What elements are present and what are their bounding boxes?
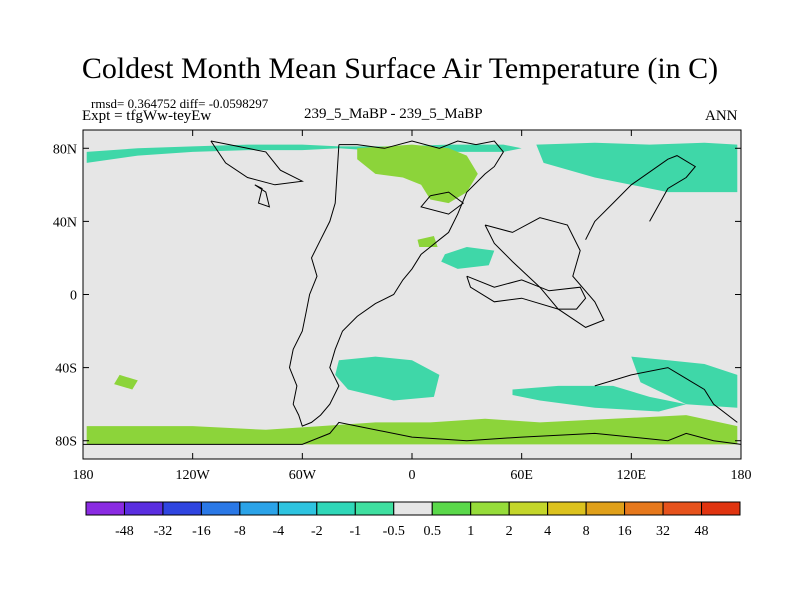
y-tick-label: 0 (70, 289, 77, 304)
colorbar-label: 32 (656, 524, 670, 539)
center-subtitle: 239_5_MaBP - 239_5_MaBP (304, 106, 483, 122)
colorbar-box (239, 501, 279, 516)
colorbar-box (354, 501, 395, 516)
x-tick-label: 180 (73, 468, 94, 483)
coastline-0 (288, 140, 505, 427)
x-tick-label: 60W (289, 468, 317, 483)
contour-region-3 (430, 162, 464, 182)
colorbar-box (585, 501, 626, 516)
colorbar-label: 0.5 (423, 524, 441, 539)
x-tick-label: 120W (176, 468, 211, 483)
y-tick-label: 40N (53, 215, 77, 230)
coastlines (83, 140, 741, 445)
colorbar-label: 48 (695, 524, 709, 539)
colorbar-label: -32 (154, 524, 173, 539)
colorbar-box (200, 501, 241, 516)
colorbar-box (547, 501, 587, 516)
colorbar-box (701, 501, 741, 516)
contour-regions (86, 142, 738, 445)
contour-region-5 (417, 236, 438, 247)
y-tick-label: 40S (55, 362, 77, 377)
coastline-4 (484, 217, 605, 328)
colorbar-label: -0.5 (383, 524, 405, 539)
contour-region-2 (357, 144, 478, 204)
colorbar-label: -1 (349, 524, 361, 539)
coastline-8 (83, 421, 741, 445)
contour-region-6 (335, 356, 440, 401)
experiment-label: Expt = tfgWw-teyEw (82, 108, 212, 124)
colorbar-box (624, 501, 664, 516)
coastline-5 (466, 275, 587, 310)
x-tick-label: 120E (617, 468, 647, 483)
y-tick-label: 80N (53, 142, 77, 157)
colorbar-label: 8 (583, 524, 590, 539)
y-tick-label: 80S (55, 435, 77, 450)
colorbar-label: -8 (234, 524, 246, 539)
colorbar-box (123, 501, 164, 516)
colorbar-box (277, 501, 318, 516)
colorbar-label: -4 (273, 524, 285, 539)
season-label: ANN (705, 108, 738, 124)
colorbar-box (431, 501, 472, 516)
colorbar-box (85, 501, 125, 516)
coastline-7 (594, 367, 738, 423)
colorbar-label: -2 (311, 524, 323, 539)
contour-region-4 (441, 247, 495, 269)
chart-title: Coldest Month Mean Surface Air Temperatu… (81, 52, 719, 85)
colorbar-label: -16 (192, 524, 211, 539)
colorbar-label: 2 (506, 524, 513, 539)
coastline-3 (420, 191, 465, 215)
x-tick-label: 180 (731, 468, 752, 483)
colorbar-label: 1 (467, 524, 474, 539)
colorbar-box (393, 501, 433, 516)
coastline-6 (585, 155, 697, 240)
colorbar-box (508, 501, 549, 516)
x-tick-label: 0 (409, 468, 416, 483)
colorbar-label: -48 (115, 524, 134, 539)
coastline-1 (210, 140, 304, 186)
colorbar-label: 16 (618, 524, 632, 539)
contour-region-8 (86, 415, 738, 445)
colorbar-box (662, 501, 703, 516)
rmsd-label: rmsd= 0.364752 diff= -0.0598297 (91, 96, 269, 111)
contour-region-7 (114, 374, 138, 390)
colorbar-box (162, 501, 202, 516)
x-tick-label: 60E (510, 468, 533, 483)
colorbar-box (470, 501, 510, 516)
coastline-2 (254, 184, 271, 208)
colorbar-label: 4 (544, 524, 551, 539)
contour-region-1 (536, 142, 738, 193)
contour-region-9 (512, 385, 687, 412)
colorbar-box (316, 501, 356, 516)
